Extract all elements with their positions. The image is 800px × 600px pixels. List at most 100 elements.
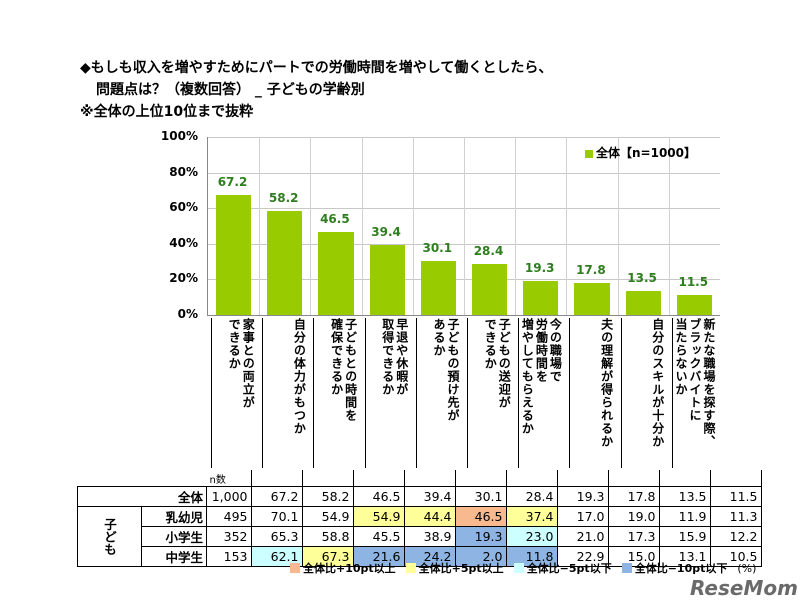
bar-value-label: 28.4 — [473, 244, 504, 259]
row-label: 全体 — [77, 486, 207, 507]
n-header: n数 — [209, 474, 226, 486]
bar — [523, 280, 559, 315]
table-cell: 2.0 — [454, 546, 507, 567]
header-cell — [301, 470, 354, 487]
header-spacer — [78, 470, 207, 487]
table-cell: 11.9 — [658, 506, 711, 527]
n-cell: 1,000 — [206, 486, 252, 507]
table-cell: 17.0 — [556, 506, 609, 527]
category-label: 子どもとの時間を 確保できるか — [313, 318, 358, 468]
category-label: 新たな職場を探す際、 ブラックバイトに 当たらないか — [671, 318, 716, 468]
table-cell: 44.4 — [403, 506, 456, 527]
table-cell: 54.9 — [301, 506, 354, 527]
bar — [216, 195, 252, 315]
table-cell: 21.6 — [352, 546, 405, 567]
vertical-gridline — [668, 137, 670, 315]
table-cell: 11.8 — [505, 546, 558, 567]
bar-value-label: 46.5 — [320, 212, 350, 227]
table-cell: 62.1 — [250, 546, 303, 567]
table-cell: 65.3 — [250, 526, 303, 547]
category-label: 家事との両立が できるか — [211, 318, 255, 468]
header-cell — [607, 470, 660, 487]
table-cell: 24.2 — [403, 546, 456, 567]
bar-value-label: 11.5 — [678, 274, 709, 289]
table-cell: 11.3 — [709, 506, 762, 527]
table-row: 中学生 153 62.1 67.3 21.6 24.2 2.0 11.8 22.9 15.0 13.… — [78, 546, 762, 567]
table-cell: 30.1 — [454, 486, 507, 507]
table-cell: 13.1 — [658, 546, 711, 567]
y-tick-label: 100% — [160, 129, 198, 143]
bar-value-label: 30.1 — [422, 241, 453, 256]
legend-swatch — [621, 563, 632, 573]
vertical-gridline — [617, 137, 619, 315]
category-label: 今の職場で 労働時間を 増やしてもらえるか — [518, 318, 562, 468]
table-cell: 70.1 — [250, 506, 303, 527]
legend-label: 全体比+5pt以上 — [418, 562, 504, 575]
table-cell: 58.8 — [301, 526, 354, 547]
table-cell: 22.9 — [556, 546, 609, 567]
bar — [472, 264, 508, 315]
header-cell — [658, 470, 711, 487]
header-cell — [250, 470, 303, 487]
bar-value-label: 19.3 — [524, 260, 555, 275]
table-row: 子ども 乳幼児 495 70.1 54.9 54.9 44.4 46.5 37.4 17.0 19.… — [77, 506, 762, 567]
legend-label: 全体比−10pt以下 — [634, 562, 728, 575]
title-line1: ◆もしも収入を増やすためにパートでの労働時間を増やして働くとしたら、 — [80, 60, 553, 76]
n-cell: 495 — [206, 506, 252, 527]
vertical-gridline — [515, 137, 517, 315]
table-cell: 19.3 — [556, 486, 609, 507]
table-legend: 全体比+10pt以上 全体比+5pt以上 全体比−5pt以下 全体比−10pt以下 (%… — [290, 560, 756, 576]
table-cell: 38.9 — [403, 526, 456, 547]
y-tick-label: 40% — [169, 235, 198, 250]
bar — [267, 211, 303, 315]
subtitle: ※全体の上位10位まで抜粋 — [80, 104, 254, 120]
header-cell — [454, 470, 507, 487]
bar — [625, 290, 661, 315]
y-tick-label: 0% — [177, 307, 198, 321]
table-cell: 23.0 — [505, 526, 558, 547]
table-header-row: n数 — [78, 470, 762, 487]
y-tick-label: 20% — [169, 271, 198, 286]
table-row: 小学生 352 65.3 58.8 45.5 38.9 19.3 23.0 21.0 17.3 15… — [78, 526, 762, 547]
header-cell — [403, 470, 456, 487]
table-cell: 11.5 — [709, 486, 762, 507]
bar — [318, 232, 354, 315]
table-cell: 15.0 — [607, 546, 660, 567]
vertical-gridline — [412, 137, 414, 315]
bar-value-label: 67.2 — [217, 175, 248, 190]
table-cell: 19.3 — [454, 526, 507, 547]
table-cell: 45.5 — [352, 526, 405, 547]
table-legend-item: 全体比−5pt以下 — [513, 560, 612, 576]
table-cell: 10.5 — [709, 546, 762, 567]
bar-value-label: 39.4 — [371, 224, 401, 239]
y-tick-label: 60% — [169, 200, 198, 215]
unit-label: (%) — [737, 561, 757, 575]
table-cell: 12.2 — [709, 526, 762, 547]
title-line2: 問題点は？（複数回答） _ 子どもの学齢別 — [96, 82, 365, 98]
n-cell: 153 — [206, 546, 252, 567]
vertical-gridline — [566, 137, 568, 315]
legend-label: 全体比−5pt以下 — [526, 562, 612, 575]
table-cell: 28.4 — [505, 486, 558, 507]
category-label: 子どもの預け先が あるか — [415, 318, 460, 468]
bar — [574, 283, 610, 315]
legend: 全体【n=1000】 — [585, 144, 696, 161]
legend-label: 全体【n=1000】 — [596, 146, 696, 160]
vertical-gridline — [464, 137, 465, 315]
table-legend-item: 全体比−10pt以下 — [621, 560, 728, 576]
table-cell: 46.5 — [352, 486, 405, 507]
data-table: n数 全体 1,000 67.2 58.2 46.5 39.4 30.1 28.4 19.3 17.… — [77, 470, 762, 567]
header-cell — [556, 470, 609, 487]
category-label: 自分の体力がもつか — [262, 318, 306, 468]
bar — [420, 261, 456, 315]
table-cell: 46.5 — [454, 506, 507, 527]
header-cell — [709, 470, 762, 487]
table-cell: 17.8 — [607, 486, 660, 507]
header-cell — [505, 470, 558, 487]
table-cell: 58.2 — [301, 486, 354, 507]
category-label: 夫の理解が得られるか — [569, 318, 614, 468]
legend-swatch — [405, 563, 416, 573]
table-cell: 15.9 — [658, 526, 711, 547]
row-label: 小学生 — [141, 526, 207, 547]
